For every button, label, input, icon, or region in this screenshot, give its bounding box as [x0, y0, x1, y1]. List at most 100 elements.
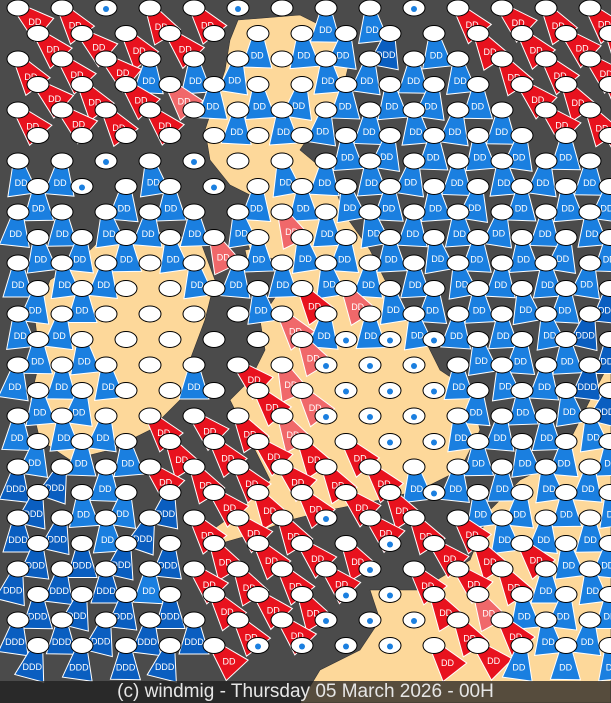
station-18-13[interactable]: DD — [571, 458, 605, 503]
station-6-5[interactable] — [226, 152, 250, 170]
station-8-9[interactable]: DD — [396, 203, 429, 248]
station-15-5[interactable]: DD — [246, 382, 293, 428]
station-14-12[interactable]: DD — [527, 356, 561, 401]
station-25-7[interactable] — [334, 637, 358, 654]
station-17-4[interactable]: DD — [202, 433, 248, 479]
station-20-8[interactable]: DD — [358, 509, 406, 554]
station-5-6[interactable] — [290, 127, 314, 144]
station-10-2[interactable]: DD — [86, 254, 121, 299]
station-4-1[interactable]: DD — [50, 101, 99, 145]
station-1-12[interactable]: DD — [554, 25, 602, 69]
station-3-10[interactable]: DD — [461, 76, 494, 120]
station-3-5[interactable]: DD — [243, 76, 277, 121]
station-25-10[interactable]: DD — [466, 637, 514, 681]
station-5-5[interactable] — [246, 127, 270, 144]
station-17-5[interactable]: DD — [246, 433, 294, 477]
station-0-0[interactable]: DD — [6, 0, 55, 43]
station-8-0[interactable]: DD — [0, 203, 32, 248]
station-23-7[interactable] — [334, 586, 358, 603]
station-16-4[interactable]: DD — [182, 407, 230, 452]
station-13-9[interactable] — [422, 331, 446, 348]
station-25-0[interactable]: DDD — [13, 637, 52, 683]
station-9-9[interactable]: DD — [420, 229, 456, 275]
station-18-5[interactable]: DD — [226, 458, 272, 504]
station-11-1[interactable]: DD — [66, 280, 98, 323]
station-23-8[interactable] — [378, 586, 402, 603]
station-12-5[interactable] — [226, 305, 250, 323]
station-23-5[interactable]: DD — [246, 586, 294, 631]
station-24-1[interactable]: DDD — [45, 611, 78, 655]
station-17-11[interactable]: DD — [508, 433, 543, 478]
station-19-8[interactable]: DD — [378, 484, 422, 530]
station-25-2[interactable]: DDD — [109, 637, 142, 681]
station-18-8[interactable]: DD — [358, 458, 405, 504]
station-0-11[interactable]: DD — [490, 0, 538, 43]
station-21-8[interactable] — [378, 535, 402, 552]
station-13-0[interactable]: DD — [21, 331, 54, 375]
station-3-1[interactable]: DD — [70, 76, 115, 122]
station-17-6[interactable]: DD — [290, 433, 334, 479]
station-23-9[interactable]: DD — [422, 586, 466, 633]
station-1-10[interactable]: DD — [466, 25, 510, 71]
station-4-4[interactable] — [182, 101, 206, 119]
station-10-8[interactable]: DD — [351, 254, 385, 299]
station-16-2[interactable]: DD — [85, 407, 120, 453]
station-5-1[interactable] — [70, 127, 94, 144]
station-7-4[interactable] — [202, 178, 226, 195]
station-12-4[interactable] — [182, 305, 206, 323]
station-22-8[interactable] — [358, 560, 382, 578]
station-1-2[interactable]: DD — [114, 25, 160, 71]
station-14-4[interactable]: DD — [178, 356, 210, 400]
station-2-12[interactable]: DD — [534, 50, 581, 96]
station-25-5[interactable] — [246, 637, 270, 654]
station-21-9[interactable]: DD — [422, 535, 470, 579]
station-23-6[interactable]: DD — [290, 586, 334, 633]
station-2-5[interactable]: DD — [217, 50, 252, 96]
station-11-4[interactable] — [202, 280, 226, 297]
station-19-6[interactable]: DD — [290, 484, 336, 530]
station-17-9[interactable] — [422, 433, 446, 450]
station-24-11[interactable]: DD — [490, 611, 536, 657]
station-11-8[interactable]: DD — [376, 280, 411, 326]
station-16-0[interactable]: DD — [1, 407, 33, 452]
station-8-2[interactable]: DD — [92, 203, 127, 249]
station-23-4[interactable]: DD — [202, 586, 248, 632]
station-1-9[interactable]: DD — [420, 25, 454, 70]
station-14-1[interactable]: DD — [45, 356, 78, 400]
station-13-7[interactable] — [334, 331, 358, 348]
station-20-13[interactable]: DD — [574, 509, 607, 553]
station-9-2[interactable]: DD — [110, 229, 143, 273]
station-1-1[interactable]: DD — [70, 25, 119, 68]
station-25-13[interactable]: DD — [596, 637, 611, 682]
station-7-1[interactable] — [70, 178, 94, 195]
station-10-13[interactable]: DD — [569, 254, 604, 300]
station-18-10[interactable]: DD — [438, 458, 473, 503]
station-4-5[interactable]: DD — [220, 101, 253, 146]
station-1-3[interactable]: DD — [158, 25, 206, 70]
station-20-3[interactable]: DDD — [123, 509, 163, 556]
station-23-3[interactable]: DDD — [154, 586, 186, 629]
station-0-9[interactable] — [402, 0, 426, 17]
station-22-2[interactable]: DDD — [90, 560, 122, 604]
station-8-12[interactable]: DD — [529, 203, 561, 248]
station-3-13[interactable]: DD — [598, 76, 611, 122]
station-1-4[interactable] — [202, 25, 226, 42]
station-15-4[interactable] — [202, 382, 226, 399]
station-25-1[interactable]: DDD — [61, 637, 96, 682]
station-20-0[interactable]: DDD — [2, 509, 34, 553]
station-19-9[interactable] — [422, 484, 446, 501]
station-20-7[interactable] — [314, 509, 338, 527]
station-12-3[interactable] — [138, 305, 162, 323]
station-7-6[interactable]: DD — [287, 178, 320, 222]
station-5-12[interactable]: DD — [549, 127, 582, 171]
station-11-3[interactable] — [158, 280, 182, 297]
station-9-8[interactable]: DD — [375, 229, 408, 273]
station-23-13[interactable]: DD — [594, 586, 611, 629]
station-13-2[interactable] — [114, 331, 138, 348]
station-6-13[interactable]: DD — [573, 152, 606, 196]
station-2-3[interactable]: DD — [132, 50, 165, 95]
station-8-3[interactable]: DD — [131, 203, 165, 248]
station-24-0[interactable]: DDD — [0, 611, 32, 657]
station-3-12[interactable]: DD — [554, 76, 598, 122]
station-17-8[interactable] — [378, 433, 402, 450]
